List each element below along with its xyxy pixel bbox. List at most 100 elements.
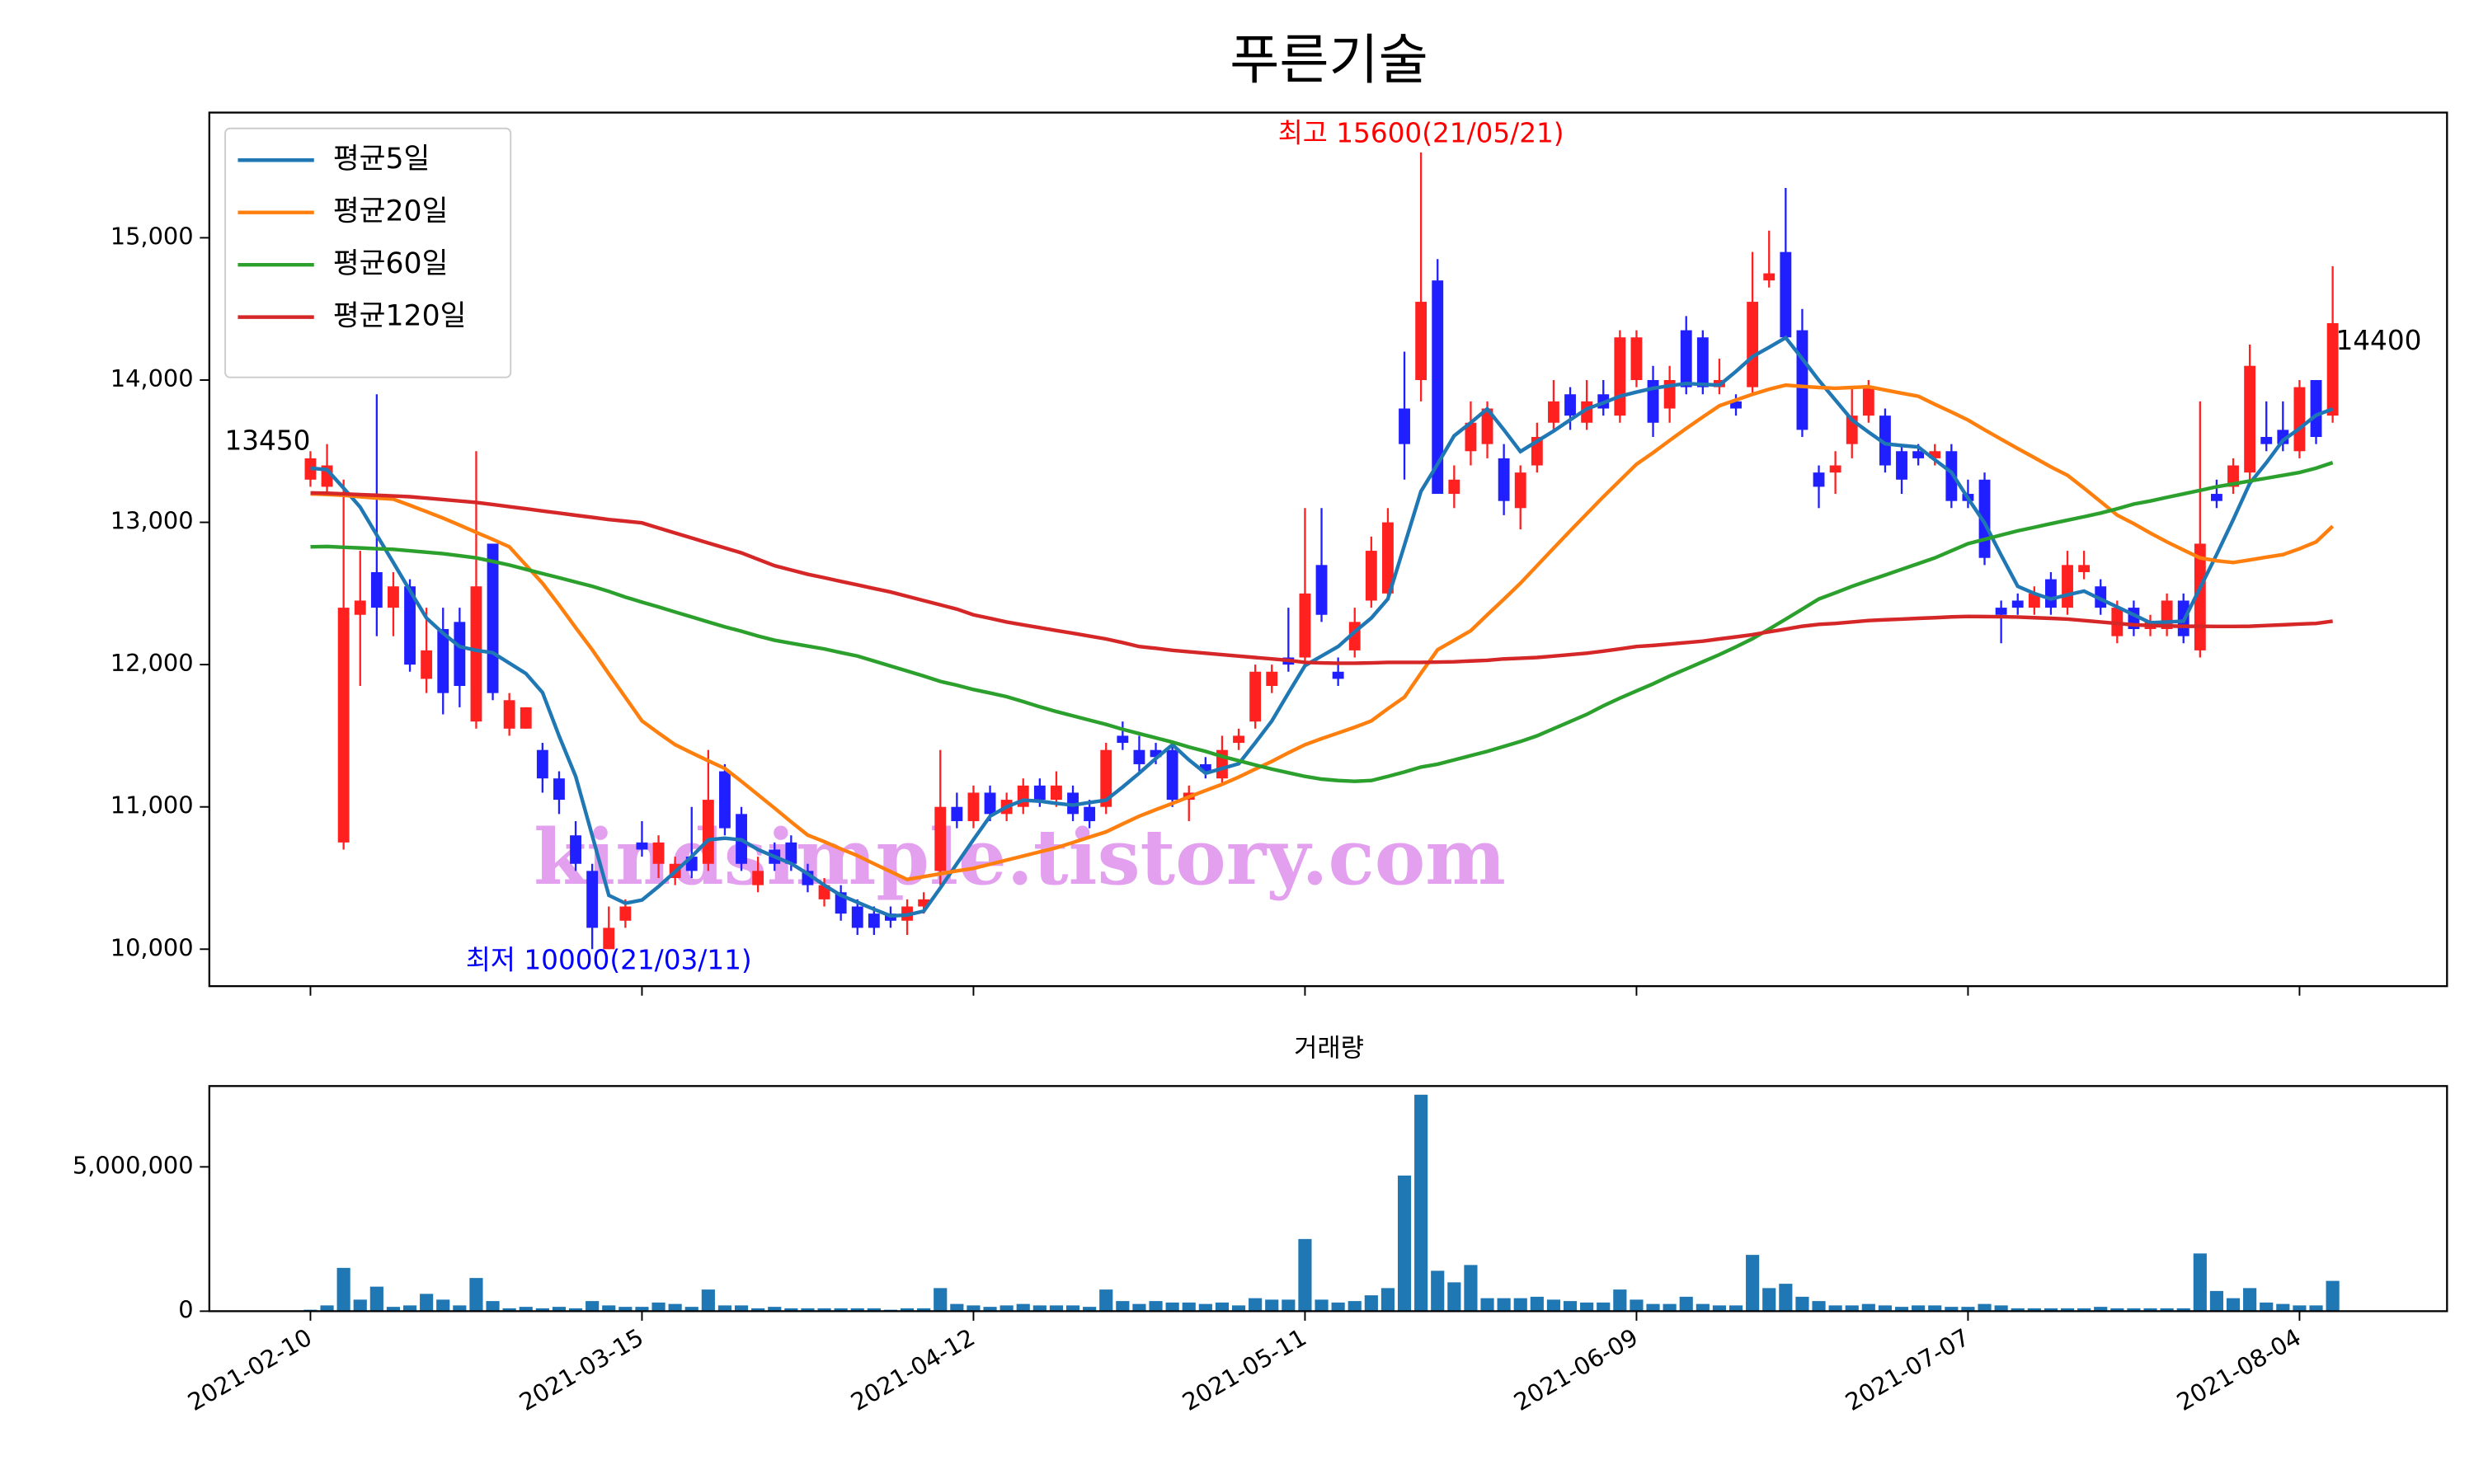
- candle-body: [2227, 465, 2239, 487]
- volume-bar: [353, 1299, 367, 1312]
- candle-body: [1415, 302, 1427, 380]
- candle-body: [851, 906, 863, 928]
- candle-body: [437, 628, 449, 693]
- candle-body: [304, 458, 317, 480]
- volume-bar: [850, 1308, 864, 1312]
- volume-bar: [552, 1307, 567, 1312]
- volume-bar: [1315, 1299, 1329, 1312]
- volume-bar: [1513, 1298, 1527, 1312]
- volume-bar: [1563, 1301, 1578, 1312]
- volume-bar: [602, 1305, 616, 1312]
- volume-bar: [436, 1299, 450, 1312]
- volume-bar: [1348, 1301, 1362, 1312]
- candle-body: [702, 800, 714, 864]
- volume-bar: [1198, 1303, 1212, 1312]
- volume-bar: [1016, 1303, 1030, 1312]
- candle-body: [1730, 401, 1742, 409]
- candle-body: [2028, 593, 2040, 608]
- volume-bar: [635, 1307, 649, 1312]
- volume-bar: [983, 1307, 997, 1312]
- volume-bar: [1149, 1301, 1163, 1312]
- volume-bar: [1762, 1288, 1776, 1312]
- volume-bar: [1812, 1301, 1826, 1312]
- volume-bar: [2276, 1303, 2290, 1312]
- volume-bar: [1795, 1296, 1809, 1312]
- volume-bar: [2193, 1253, 2207, 1312]
- candle-body: [1315, 565, 1328, 615]
- candle-body: [1448, 479, 1460, 495]
- volume-bar: [1397, 1175, 1412, 1312]
- volume-bar: [1480, 1298, 1494, 1312]
- candle-body: [1862, 387, 1874, 416]
- volume-bar: [867, 1308, 881, 1312]
- candle-body: [1796, 330, 1808, 430]
- volume-bar: [734, 1305, 749, 1312]
- volume-bar: [502, 1308, 516, 1312]
- candle-body: [1465, 422, 1477, 452]
- candle-body: [536, 749, 548, 779]
- candle-body: [1033, 785, 1046, 801]
- volume-bar: [2127, 1308, 2141, 1312]
- last-close-label: 14400: [2335, 325, 2421, 356]
- candle-body: [1548, 401, 1559, 423]
- candle-body: [370, 571, 383, 608]
- candle-body: [752, 871, 764, 885]
- candle-body: [719, 771, 731, 829]
- candle-body: [967, 792, 980, 821]
- legend-label: 평균5일: [333, 143, 430, 176]
- volume-bar: [402, 1305, 417, 1312]
- volume-bar: [1032, 1305, 1047, 1312]
- candle-body: [1051, 785, 1062, 801]
- candle-body: [951, 806, 963, 821]
- volume-bar: [2160, 1308, 2174, 1312]
- volume-bar: [1414, 1094, 1428, 1312]
- candle-body: [1399, 408, 1410, 444]
- candle-body: [1084, 806, 1096, 821]
- candle-body: [2011, 600, 2024, 608]
- volume-bar: [535, 1308, 549, 1312]
- volume-bar: [1215, 1302, 1230, 1312]
- volume-bar: [1878, 1305, 1893, 1312]
- legend-label: 평균120일: [333, 300, 467, 333]
- candle-body: [1199, 763, 1211, 772]
- volume-bar: [1746, 1255, 1760, 1312]
- candle-body: [1747, 302, 1759, 387]
- volume-bar: [1083, 1307, 1097, 1312]
- volume-bar: [486, 1301, 500, 1312]
- candle-body: [1945, 451, 1958, 501]
- volume-bar: [817, 1308, 831, 1312]
- candle-body: [503, 700, 515, 729]
- volume-bar: [420, 1294, 434, 1312]
- first-close-label: 13450: [224, 425, 310, 457]
- volume-bar: [1380, 1288, 1395, 1312]
- volume-bar: [1065, 1305, 1080, 1312]
- volume-bar: [1282, 1299, 1296, 1312]
- volume-bar: [1613, 1289, 1627, 1312]
- candle-body: [785, 842, 797, 864]
- volume-bar: [2309, 1305, 2323, 1312]
- candle-body: [2244, 365, 2256, 473]
- candle-body: [2210, 494, 2222, 501]
- volume-bar: [1231, 1305, 1246, 1312]
- candle-body: [586, 871, 599, 928]
- y-tick-label: 5,000,000: [73, 1151, 194, 1179]
- volume-bar: [1961, 1307, 1975, 1312]
- candle-body: [868, 913, 880, 928]
- chart-title: 푸른기술: [1230, 29, 1428, 92]
- volume-bar: [2011, 1308, 2025, 1312]
- volume-bar: [519, 1307, 533, 1312]
- volume-bar: [684, 1307, 698, 1312]
- y-tick-label: 10,000: [111, 933, 194, 961]
- candle-body: [1630, 337, 1643, 380]
- candle-body: [1266, 671, 1278, 687]
- volume-bar: [1530, 1296, 1544, 1312]
- volume-bar: [1894, 1307, 1909, 1312]
- volume-bar: [1646, 1303, 1660, 1312]
- candle-body: [1498, 458, 1510, 501]
- candle-body: [1929, 451, 1941, 458]
- candle-body: [1680, 330, 1692, 387]
- candle-body: [454, 622, 466, 687]
- volume-bar: [768, 1307, 782, 1312]
- volume-bar: [336, 1267, 350, 1312]
